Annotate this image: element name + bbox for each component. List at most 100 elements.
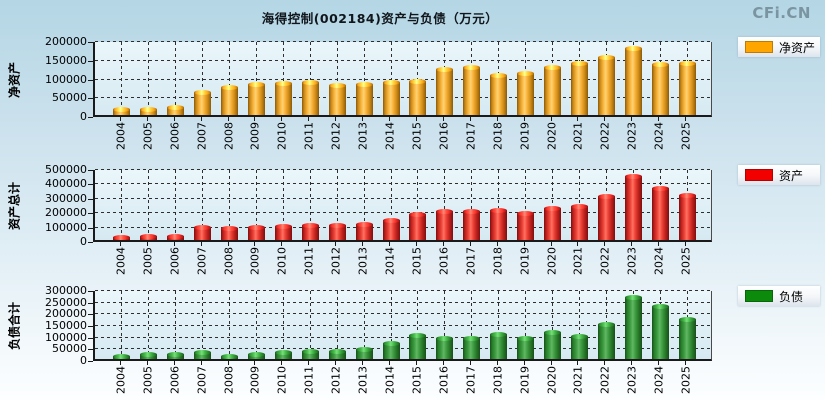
gridline-vertical <box>175 291 177 359</box>
x-tick-mark <box>469 361 471 365</box>
gridline-horizontal <box>95 325 711 326</box>
x-tick-mark <box>415 361 417 365</box>
x-tick-label: 2007 <box>195 247 209 275</box>
gridline-vertical <box>175 170 177 240</box>
bar-2008 <box>221 227 239 240</box>
gridline-horizontal <box>95 313 711 315</box>
legend-label: 资产 <box>779 168 804 183</box>
x-tick-mark <box>200 361 202 365</box>
x-tick-mark <box>227 361 229 365</box>
gridline-horizontal <box>95 59 711 61</box>
x-tick-label: 2017 <box>464 247 478 275</box>
y-tick-label: 0 <box>80 110 87 123</box>
x-tick-label: 2018 <box>491 247 505 275</box>
bar-2018 <box>490 74 508 115</box>
bar-2012 <box>328 225 346 240</box>
y-tick-mark <box>88 291 93 292</box>
gridline-vertical <box>417 291 419 359</box>
x-tick-mark <box>442 242 444 246</box>
x-tick-label: 2006 <box>168 366 182 394</box>
plot-area <box>93 290 712 361</box>
x-tick-mark <box>577 117 579 121</box>
plot-area <box>93 41 712 117</box>
gridline-vertical <box>363 170 365 240</box>
x-tick-label: 2007 <box>195 122 209 150</box>
bar-2017 <box>463 337 481 359</box>
y-tick-mark <box>88 60 93 62</box>
gridline-vertical <box>121 291 123 359</box>
bar-2004 <box>113 355 131 359</box>
x-tick-mark <box>308 361 310 365</box>
bar-2004 <box>113 109 131 115</box>
x-tick-mark <box>604 117 606 121</box>
gridline-vertical <box>255 42 257 115</box>
x-tick-mark <box>496 361 498 365</box>
x-tick-mark <box>335 361 337 365</box>
bar-2020 <box>544 332 562 359</box>
plot-area <box>93 169 712 242</box>
x-tick-label: 2005 <box>141 366 155 394</box>
x-tick-label: 2014 <box>383 122 397 150</box>
x-tick-label: 2016 <box>437 247 451 275</box>
y-tick-label: 150000 <box>45 53 87 67</box>
x-tick-mark <box>281 117 283 121</box>
x-tick-mark <box>335 117 337 121</box>
x-tick-mark <box>442 117 444 121</box>
x-tick-mark <box>523 117 525 121</box>
x-tick-mark <box>227 117 229 121</box>
bar-2005 <box>140 108 158 115</box>
bar-2011 <box>301 82 319 115</box>
x-tick-label: 2016 <box>437 366 451 394</box>
x-tick-label: 2010 <box>275 247 289 275</box>
gridline-horizontal <box>95 301 711 303</box>
gridline-vertical <box>390 170 392 240</box>
gridline-vertical <box>336 170 338 240</box>
x-tick-mark <box>173 117 175 121</box>
x-tick-label: 2004 <box>114 122 128 150</box>
y-tick-mark <box>88 314 93 316</box>
y-axis-title: 资产总计 <box>7 181 22 231</box>
bar-2006 <box>167 107 185 115</box>
x-tick-label: 2006 <box>168 122 182 150</box>
x-tick-mark <box>146 361 148 365</box>
bar-2022 <box>597 57 615 115</box>
x-tick-label: 2018 <box>491 122 505 150</box>
gridline-vertical <box>390 291 392 359</box>
gridline-vertical <box>148 170 150 240</box>
x-tick-mark <box>173 361 175 365</box>
gridline-vertical <box>363 42 365 115</box>
x-tick-label: 2022 <box>598 247 612 275</box>
gridline-horizontal <box>95 212 711 214</box>
y-tick-label: 100000 <box>45 72 87 86</box>
bar-2007 <box>194 227 212 240</box>
gridline-vertical <box>255 291 257 359</box>
bar-2016 <box>436 338 454 359</box>
x-tick-mark <box>415 242 417 246</box>
bar-2021 <box>570 205 588 240</box>
x-tick-mark <box>308 242 310 246</box>
x-tick-label: 2012 <box>329 366 343 394</box>
x-tick-mark <box>227 242 229 246</box>
gridline-vertical <box>121 42 123 115</box>
x-tick-label: 2019 <box>518 366 532 394</box>
bar-2013 <box>355 83 373 115</box>
bar-2007 <box>194 352 212 359</box>
y-tick-mark <box>88 302 93 304</box>
y-tick-label: 250000 <box>45 295 87 309</box>
gridline-horizontal <box>95 348 711 350</box>
x-tick-mark <box>685 242 687 246</box>
gridline-vertical <box>282 170 284 240</box>
x-tick-label: 2004 <box>114 247 128 275</box>
gridline-vertical <box>471 291 473 359</box>
x-tick-mark <box>362 117 364 121</box>
gridline-horizontal <box>95 290 711 291</box>
gridline-horizontal <box>95 226 711 228</box>
x-tick-mark <box>254 117 256 121</box>
x-tick-mark <box>200 242 202 246</box>
y-tick-mark <box>88 184 93 186</box>
x-tick-label: 2021 <box>571 247 585 275</box>
x-tick-label: 2009 <box>248 366 262 394</box>
x-tick-label: 2006 <box>168 247 182 275</box>
gridline-horizontal <box>95 78 711 80</box>
